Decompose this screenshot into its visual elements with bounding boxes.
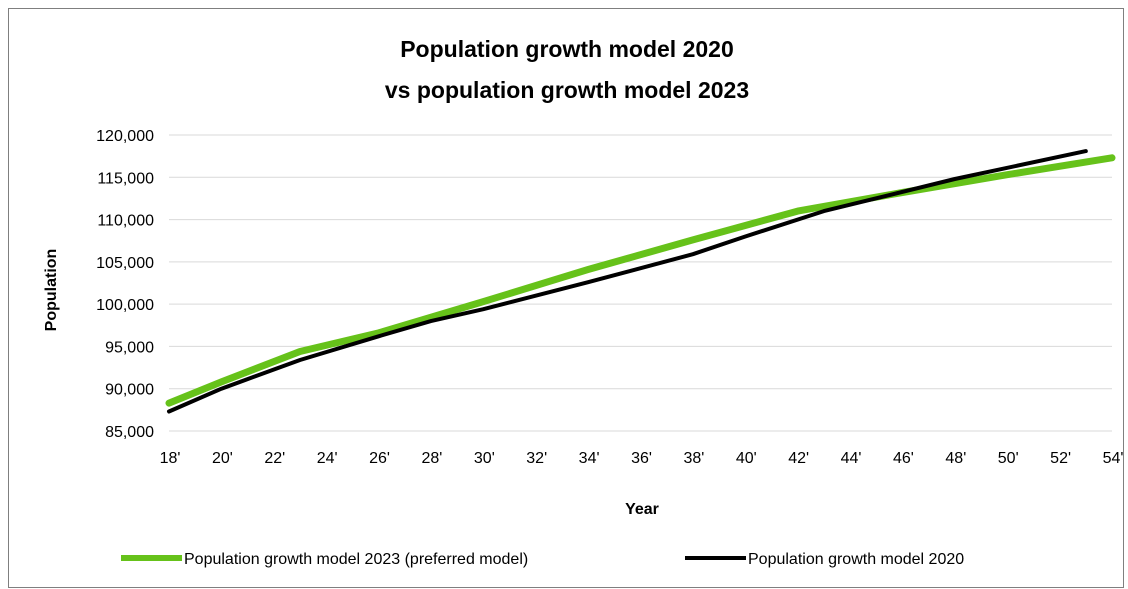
series-line-model-2023 [165, 154, 1116, 407]
x-tick-label: 34' [579, 450, 600, 467]
chart-frame: Population growth model 2020 vs populati… [8, 8, 1124, 588]
chart-title-line-1: Population growth model 2020 [400, 36, 734, 62]
x-tick-label: 32' [526, 450, 547, 467]
x-tick-label: 54' [1103, 450, 1124, 467]
y-tick-label: 95,000 [105, 339, 154, 356]
x-tick-label: 28' [422, 450, 443, 467]
line-chart: Population growth model 2020 vs populati… [43, 36, 1124, 568]
x-tick-label: 36' [631, 450, 652, 467]
x-axis-title: Year [625, 501, 659, 518]
x-tick-label: 24' [317, 450, 338, 467]
series-line-model-2020 [167, 149, 1088, 414]
legend-label-model-2020: Population growth model 2020 [748, 551, 964, 568]
x-tick-label: 46' [893, 450, 914, 467]
series-lines [165, 149, 1116, 414]
y-tick-label: 105,000 [96, 255, 154, 272]
x-tick-label: 30' [474, 450, 495, 467]
y-tick-label: 100,000 [96, 297, 154, 314]
y-tick-label: 85,000 [105, 424, 154, 441]
x-tick-label: 26' [369, 450, 390, 467]
x-tick-label: 22' [264, 450, 285, 467]
x-tick-label: 44' [841, 450, 862, 467]
y-tick-label: 90,000 [105, 382, 154, 399]
y-axis-tick-labels: 85,000 90,000 95,000 100,000 105,000 110,000 1… [96, 128, 154, 441]
x-tick-label: 40' [736, 450, 757, 467]
x-tick-label: 52' [1050, 450, 1071, 467]
legend-label-model-2023: Population growth model 2023 (preferred … [184, 551, 528, 568]
chart-title-line-2: vs population growth model 2023 [385, 77, 749, 103]
x-tick-label: 50' [998, 450, 1019, 467]
x-tick-label: 20' [212, 450, 233, 467]
y-tick-label: 120,000 [96, 128, 154, 145]
y-tick-label: 110,000 [97, 213, 154, 230]
x-tick-label: 38' [683, 450, 704, 467]
x-tick-label: 48' [945, 450, 966, 467]
y-axis-title: Population [43, 249, 60, 332]
x-axis-tick-labels: 18' 20' 22' 24' 26' 28' 30' 32' 34' 36' 38' 40' 42' 4… [160, 450, 1124, 467]
legend: Population growth model 2023 (preferred … [121, 551, 964, 568]
x-tick-label: 42' [788, 450, 809, 467]
y-tick-label: 115,000 [97, 170, 154, 187]
x-tick-label: 18' [160, 450, 181, 467]
